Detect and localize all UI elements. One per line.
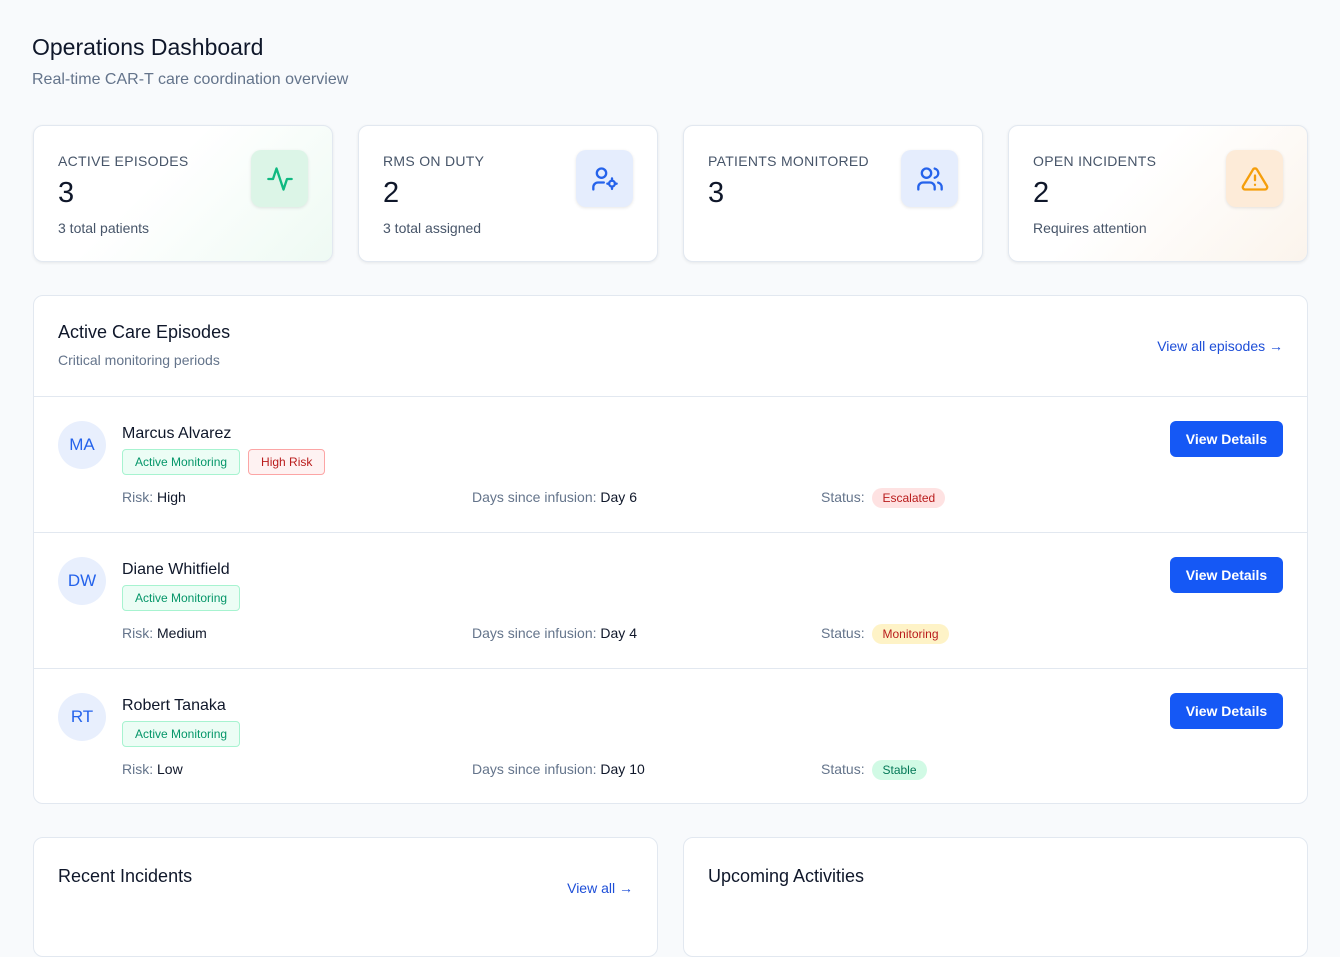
status-field: Status: Stable — [821, 760, 927, 780]
episode-row: RT Robert Tanaka Active Monitoring Risk: Lo… — [34, 669, 1307, 805]
avatar: RT — [58, 693, 106, 741]
status-pill: Monitoring — [872, 624, 949, 644]
view-all-link[interactable]: View all → — [567, 880, 633, 896]
days-value: Day 6 — [600, 489, 637, 505]
stat-value: 2 — [1033, 177, 1050, 209]
avatar: MA — [58, 421, 106, 469]
stat-value: 2 — [383, 177, 400, 209]
status-label: Status: — [821, 625, 865, 641]
risk-label: Risk: — [122, 489, 154, 505]
stat-card: OPEN INCIDENTS 2 Requires attention — [1008, 125, 1308, 262]
status-pill: Stable — [872, 760, 927, 780]
tag-list: Active Monitoring — [122, 585, 241, 611]
risk-field: Risk: Medium — [122, 625, 207, 641]
incidents-card: Recent Incidents View all → — [33, 837, 658, 957]
tag: Active Monitoring — [122, 585, 241, 611]
stat-icon — [576, 150, 633, 207]
tag: Active Monitoring — [122, 449, 241, 475]
page-title: Operations Dashboard — [32, 34, 264, 60]
episode-row: MA Marcus Alvarez Active Monitoring High Ri… — [34, 397, 1307, 533]
page: Operations Dashboard { "header": {"title… — [32, 34, 1308, 957]
risk-label: Risk: — [122, 625, 154, 641]
stat-label: RMS ON DUTY — [383, 153, 485, 169]
episode-row: DW Diane Whitfield Active Monitoring Risk: … — [34, 533, 1307, 669]
body: Operations Dashboard Real-time CAR-T car… — [32, 34, 1308, 957]
episodes-card: Active Care Episodes Critical monitoring… — [33, 295, 1308, 804]
risk-value: Low — [157, 761, 183, 777]
episodes-header: Active Care Episodes Critical monitoring… — [34, 296, 1307, 397]
status-label: Status: — [821, 489, 865, 505]
view-details-button[interactable]: View Details — [1170, 557, 1283, 593]
stat-icon — [251, 150, 308, 207]
tag-list: Active Monitoring — [122, 721, 241, 747]
status-field: Status: Monitoring — [821, 624, 949, 644]
days-value: Day 10 — [600, 761, 645, 777]
patient-name: Robert Tanaka — [122, 697, 226, 714]
status-field: Status: Escalated — [821, 488, 946, 508]
stat-value: 3 — [708, 177, 725, 209]
activities-card: Upcoming Activities — [683, 837, 1308, 957]
stat-note: 3 total assigned — [383, 220, 482, 236]
view-details-button[interactable]: View Details — [1170, 693, 1283, 729]
risk-field: Risk: High — [122, 489, 186, 505]
stat-note: Requires attention — [1033, 220, 1147, 236]
section-subtitle: Critical monitoring periods — [58, 352, 220, 368]
tag: High Risk — [248, 449, 326, 475]
days-field: Days since infusion: Day 6 — [472, 489, 637, 505]
risk-field: Risk: Low — [122, 761, 183, 777]
section-title: Active Care Episodes — [58, 322, 231, 342]
avatar: DW — [58, 557, 106, 605]
tag-list: Active Monitoring High Risk — [122, 449, 326, 475]
stat-card: ACTIVE EPISODES 3 3 total patients — [33, 125, 333, 262]
risk-label: Risk: — [122, 761, 154, 777]
days-label: Days since infusion: — [472, 489, 597, 505]
stat-value: 3 — [58, 177, 75, 209]
view-all-link[interactable]: View all episodes → — [1157, 338, 1283, 354]
stat-icon — [1226, 150, 1283, 207]
days-field: Days since infusion: Day 10 — [472, 761, 645, 777]
risk-value: Medium — [157, 625, 207, 641]
stat-card: RMS ON DUTY 2 3 total assigned — [358, 125, 658, 262]
risk-value: High — [157, 489, 186, 505]
status-label: Status: — [821, 761, 865, 777]
page-subtitle: Real-time CAR-T care coordination overvi… — [32, 71, 349, 88]
patient-name: Marcus Alvarez — [122, 425, 232, 442]
stat-label: PATIENTS MONITORED — [708, 153, 869, 169]
patient-name: Diane Whitfield — [122, 561, 230, 578]
days-value: Day 4 — [600, 625, 637, 641]
section-title: Upcoming Activities — [708, 866, 865, 886]
stat-card: PATIENTS MONITORED 3 — [683, 125, 983, 262]
stat-note: 3 total patients — [58, 220, 150, 236]
stat-icon — [901, 150, 958, 207]
days-label: Days since infusion: — [472, 625, 597, 641]
view-details-button[interactable]: View Details — [1170, 421, 1283, 457]
stat-label: ACTIVE EPISODES — [58, 153, 189, 169]
tag: Active Monitoring — [122, 721, 241, 747]
days-field: Days since infusion: Day 4 — [472, 625, 637, 641]
days-label: Days since infusion: — [472, 761, 597, 777]
stat-label: OPEN INCIDENTS — [1033, 153, 1157, 169]
section-title: Recent Incidents — [58, 866, 193, 886]
status-pill: Escalated — [872, 488, 946, 508]
